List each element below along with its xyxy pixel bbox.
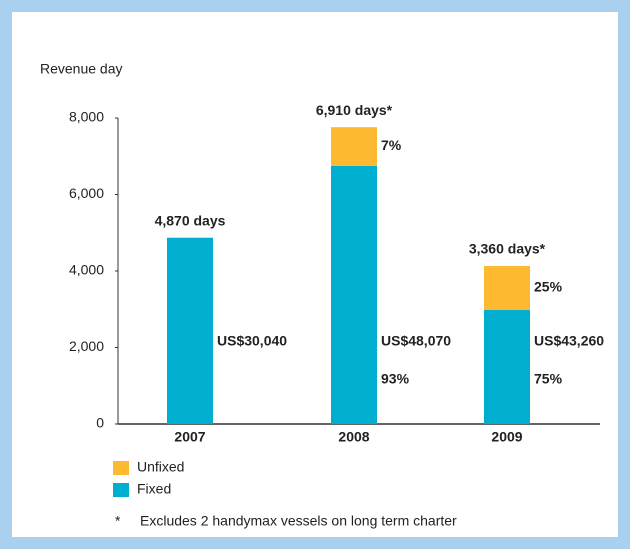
y-tick-label: 0 [96, 415, 104, 431]
total-label: 4,870 days [155, 212, 226, 228]
x-tick-label: 2009 [491, 429, 522, 445]
share-label: 7% [381, 137, 402, 153]
y-tick-label: 2,000 [69, 338, 104, 354]
rate-label: US$30,040 [217, 333, 287, 349]
bar-segment [331, 165, 377, 424]
bar-segment [167, 237, 213, 424]
x-tick-label: 2007 [174, 429, 205, 445]
bar-segment [484, 266, 530, 311]
bar-segment [484, 310, 530, 424]
legend-swatch [113, 461, 129, 475]
share-label: 93% [381, 371, 410, 387]
y-tick-label: 8,000 [69, 109, 104, 125]
legend-swatch [113, 483, 129, 497]
total-label: 3,360 days* [469, 241, 546, 257]
share-label: 75% [534, 371, 563, 387]
y-tick-label: 4,000 [69, 262, 104, 278]
bar-segment [331, 127, 377, 166]
share-label: 25% [534, 279, 563, 295]
y-tick-label: 6,000 [69, 185, 104, 201]
rate-label: US$48,070 [381, 333, 451, 349]
total-label: 6,910 days* [316, 102, 393, 118]
y-axis-label: Revenue day [40, 61, 123, 77]
legend-label: Unfixed [137, 459, 184, 475]
footnote: Excludes 2 handymax vessels on long term… [140, 513, 457, 529]
x-tick-label: 2008 [338, 429, 369, 445]
legend-label: Fixed [137, 481, 171, 497]
footnote-marker: * [115, 513, 121, 529]
rate-label: US$43,260 [534, 333, 604, 349]
